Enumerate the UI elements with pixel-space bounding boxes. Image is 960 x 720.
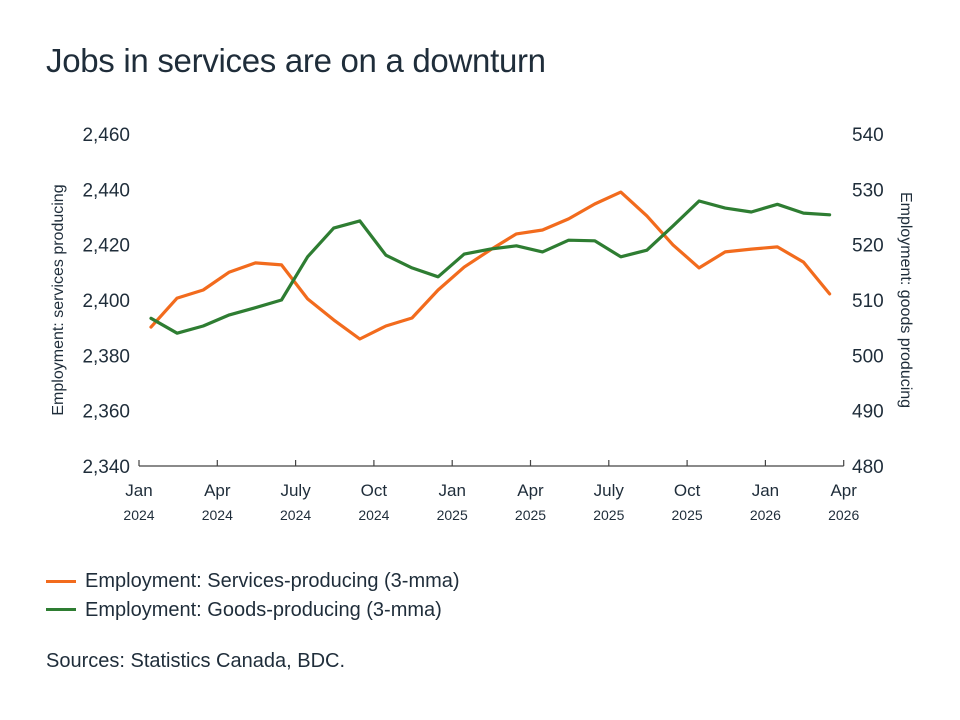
y-right-tick-label: 510 [852, 291, 884, 312]
series-layer [149, 190, 832, 341]
x-tick-label-month: Oct [674, 481, 701, 500]
y-axis-right-title: Employment: goods producing [897, 192, 914, 408]
y-right-tick-label: 540 [852, 125, 884, 146]
x-tick-label-month: Apr [204, 481, 231, 500]
x-tick-label-year: 2024 [123, 507, 154, 523]
x-tick-label-month: Jan [752, 481, 779, 500]
y-right-tick-label: 490 [852, 402, 884, 423]
source-note: Sources: Statistics Canada, BDC. [46, 650, 346, 672]
x-tick-label-year: 2025 [437, 507, 468, 523]
legend-item-services: Employment: Services-producing (3-mma) [46, 566, 460, 596]
legend-label-services: Employment: Services-producing (3-mma) [85, 569, 460, 592]
x-tick-label-month: July [280, 481, 311, 500]
series-line-services [149, 190, 832, 341]
x-tick-label-month: Oct [361, 481, 388, 500]
x-tick-label-month: Jan [125, 481, 152, 500]
x-tick-label-year: 2026 [828, 507, 859, 523]
series-line-goods [149, 199, 832, 335]
y-right-tick-label: 520 [852, 236, 884, 257]
y-left-tick-label: 2,460 [82, 125, 130, 146]
x-tick-label-year: 2026 [750, 507, 781, 523]
x-tick-label-month: July [594, 481, 625, 500]
x-tick-label-month: Apr [830, 481, 857, 500]
y-right-tick-label: 480 [852, 457, 884, 478]
legend-swatch-services [46, 579, 76, 583]
x-tick-label-year: 2024 [202, 507, 233, 523]
x-tick-label-month: Jan [438, 481, 465, 500]
y-left-tick-label: 2,400 [82, 291, 130, 312]
x-tick-label-month: Apr [517, 481, 544, 500]
y-left-tick-label: 2,360 [82, 402, 130, 423]
y-left-tick-label: 2,340 [82, 457, 130, 478]
legend: Employment: Services-producing (3-mma) E… [46, 566, 460, 620]
legend-item-goods: Employment: Goods-producing (3-mma) [46, 596, 460, 620]
x-tick-label-year: 2025 [515, 507, 546, 523]
y-axis-left: 2,340 2,360 2,380 2,400 2,420 2,440 2,460 [82, 125, 130, 478]
x-axis: Jan 2024 Apr 2024 July 2024 Oct 2024 Jan 2025 Apr 2… [123, 460, 859, 523]
y-left-tick-label: 2,420 [82, 236, 130, 257]
y-axis-left-title: Employment: services producing [50, 184, 67, 415]
y-axis-right: 480 490 500 510 520 530 540 [852, 125, 884, 478]
chart-title: Jobs in services are on a downturn [46, 42, 546, 79]
y-right-tick-label: 530 [852, 180, 884, 201]
x-tick-label-year: 2024 [358, 507, 389, 523]
y-left-tick-label: 2,380 [82, 346, 130, 367]
legend-label-goods: Employment: Goods-producing (3-mma) [85, 599, 442, 620]
x-tick-label-year: 2025 [593, 507, 624, 523]
y-left-tick-label: 2,440 [82, 180, 130, 201]
x-tick-label-year: 2025 [672, 507, 703, 523]
legend-swatch-goods [46, 608, 76, 611]
y-right-tick-label: 500 [852, 346, 884, 367]
x-tick-label-year: 2024 [280, 507, 311, 523]
